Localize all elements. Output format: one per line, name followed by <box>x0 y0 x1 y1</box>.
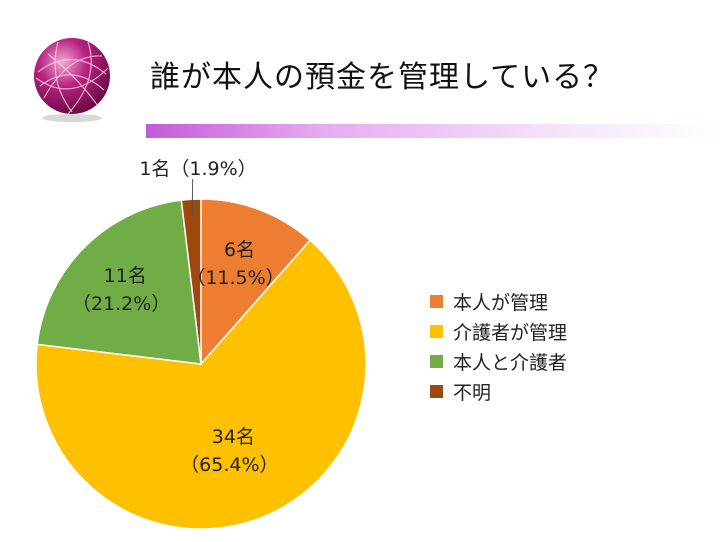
legend-item: 介護者が管理 <box>430 316 567 346</box>
legend-swatch <box>430 354 443 368</box>
slice-outside-label: 1名（1.9%） <box>139 158 256 180</box>
slice-count-label: 11名 <box>104 265 147 287</box>
slice-both <box>36 199 202 365</box>
slice-percent-label: （21.2%） <box>72 293 170 315</box>
legend-label: 介護者が管理 <box>453 321 568 344</box>
legend-label: 本人と介護者 <box>453 351 568 374</box>
legend-item: 本人が管理 <box>430 286 567 316</box>
slice-honnin <box>200 198 312 366</box>
legend-swatch <box>430 384 443 398</box>
slice-percent-label: （65.4%） <box>180 454 278 476</box>
sphere-logo-icon <box>34 38 110 122</box>
legend-swatch <box>430 294 443 308</box>
title-underline-bar <box>146 124 723 138</box>
chart-legend: 本人が管理 介護者が管理 本人と介護者 不明 <box>430 286 567 406</box>
legend-label: 不明 <box>453 381 492 404</box>
legend-item: 本人と介護者 <box>430 346 567 376</box>
slice-kaigosha <box>35 239 367 530</box>
slice-count-label: 6名 <box>224 239 255 261</box>
legend-label: 本人が管理 <box>453 291 549 314</box>
slice-count-label: 34名 <box>212 426 255 448</box>
legend-swatch <box>430 324 443 338</box>
slice-unknown <box>180 198 202 365</box>
leader-line <box>191 178 194 216</box>
legend-item: 不明 <box>430 376 567 406</box>
page-title: 誰が本人の預金を管理している？ <box>150 60 615 95</box>
slice-percent-label: （11.5%） <box>186 267 284 289</box>
